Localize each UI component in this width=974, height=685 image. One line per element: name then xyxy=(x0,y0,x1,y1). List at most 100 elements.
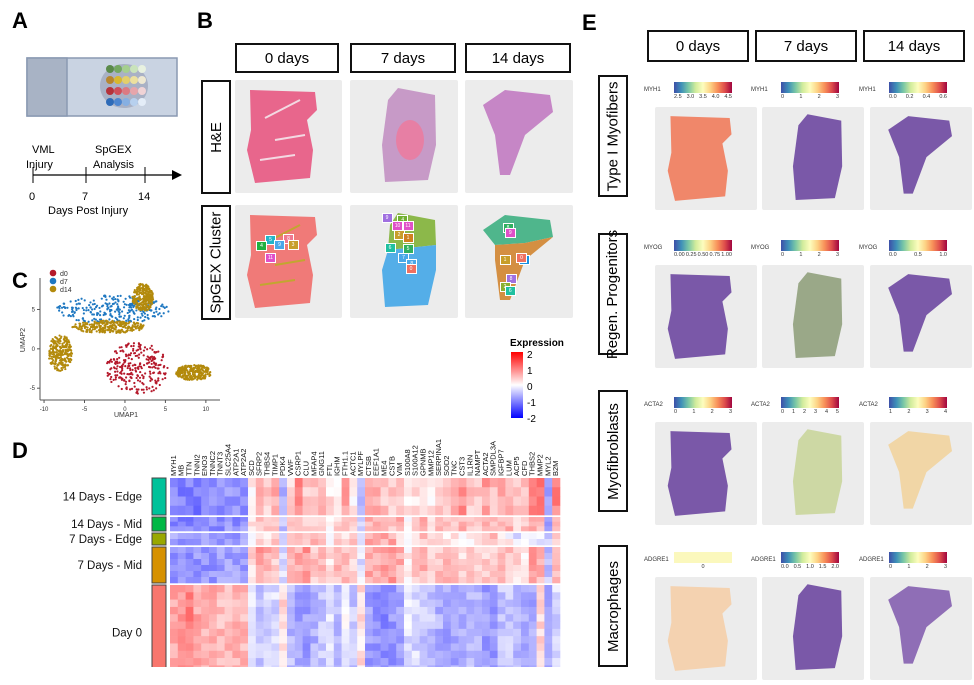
heatmap-cell xyxy=(333,547,342,554)
heatmap-cell xyxy=(255,487,264,497)
heatmap-cell xyxy=(513,665,522,667)
heatmap-cell xyxy=(216,628,225,637)
heatmap-cell xyxy=(216,636,225,644)
heatmap-cell xyxy=(497,565,506,572)
heatmap-cell xyxy=(497,592,506,600)
umap-point xyxy=(157,372,160,375)
heatmap-cell xyxy=(536,571,545,578)
umap-point xyxy=(79,328,82,331)
umap-point xyxy=(187,377,190,380)
heatmap-cell xyxy=(513,643,522,652)
umap-point xyxy=(141,320,144,323)
umap-point xyxy=(204,366,207,369)
umap-point xyxy=(59,337,62,340)
heatmap-cell xyxy=(435,577,444,584)
heatmap-cell xyxy=(427,547,436,554)
umap-point xyxy=(130,358,133,361)
heatmap-cell xyxy=(302,606,311,615)
umap-point xyxy=(149,379,152,382)
heatmap-cell xyxy=(365,496,374,507)
umap-point xyxy=(75,303,78,306)
heatmap-cell xyxy=(474,592,483,600)
heatmap-cell xyxy=(552,650,561,659)
heatmap-cell xyxy=(396,559,405,566)
heatmap-cell xyxy=(489,496,498,507)
umap-point xyxy=(77,302,80,305)
heatmap-cell xyxy=(357,559,366,566)
heatmap-cell xyxy=(302,636,311,644)
umap-point xyxy=(57,363,60,366)
heatmap-cell xyxy=(318,496,327,507)
heatmap-cell xyxy=(193,621,202,630)
umap-series-d0 xyxy=(106,342,169,395)
umap-point xyxy=(110,380,113,384)
heatmap-cell xyxy=(528,585,537,593)
umap-point xyxy=(116,322,119,325)
heatmap-cell xyxy=(372,585,381,593)
umap-point xyxy=(123,314,126,317)
heatmap-cell xyxy=(302,650,311,659)
heatmap-cell xyxy=(380,599,389,608)
heatmap-cell xyxy=(357,621,366,630)
heatmap-cell xyxy=(466,517,475,522)
umap-point xyxy=(118,320,121,323)
heatmap-cell xyxy=(528,614,537,622)
heatmap-cell xyxy=(411,614,420,622)
heatmap-cell xyxy=(489,665,498,667)
heatmap-gene-label: S100A12 xyxy=(411,445,420,476)
umap-point xyxy=(115,351,118,355)
umap-point xyxy=(98,306,101,310)
heatmap-cell xyxy=(216,565,225,572)
umap-point xyxy=(124,359,127,362)
umap-point xyxy=(129,352,133,355)
heatmap-cell xyxy=(521,505,530,516)
b-column-header-0days: 0 days xyxy=(235,43,339,73)
heatmap-cell xyxy=(310,565,319,572)
heatmap-cell xyxy=(489,565,498,572)
e-colorbar-tick: 3 xyxy=(835,252,839,258)
heatmap-cell xyxy=(466,606,475,615)
heatmap-cell xyxy=(552,665,561,667)
heatmap-cell xyxy=(365,571,374,578)
heatmap-cell xyxy=(294,614,303,622)
e-gene-label: MYOG xyxy=(644,245,663,251)
heatmap-cell xyxy=(185,650,194,659)
heatmap-cell xyxy=(411,643,420,652)
heatmap-cell xyxy=(255,496,264,507)
heatmap-cell xyxy=(185,636,194,644)
umap-point xyxy=(209,371,212,374)
umap-point xyxy=(114,362,117,365)
heatmap-cell xyxy=(513,621,522,630)
heatmap-cell xyxy=(474,521,483,527)
heatmap-cell xyxy=(318,547,327,554)
heatmap-cell xyxy=(388,621,397,630)
heatmap-cell xyxy=(349,496,358,507)
heatmap-cell xyxy=(279,636,288,644)
heatmap-cell xyxy=(497,539,506,546)
heatmap-cell xyxy=(544,606,553,615)
heatmap-cell xyxy=(216,621,225,630)
heatmap-cell xyxy=(404,553,413,560)
heatmap-cell xyxy=(450,628,459,637)
umap-point xyxy=(187,374,190,377)
heatmap-cell xyxy=(521,571,530,578)
heatmap-cell xyxy=(287,547,296,554)
umap-point xyxy=(108,331,112,334)
heatmap-cell xyxy=(310,592,319,600)
umap-point xyxy=(81,321,85,324)
umap-point xyxy=(150,294,153,297)
umap-point xyxy=(106,308,109,311)
heatmap-cell xyxy=(427,526,436,532)
heatmap-cell xyxy=(489,585,498,593)
heatmap-cell xyxy=(209,533,218,540)
heatmap-cell xyxy=(552,565,561,572)
e-row-header: Regen. Progenitors xyxy=(598,229,628,359)
heatmap-cell xyxy=(458,599,467,608)
umap-point xyxy=(139,348,142,351)
heatmap-cell xyxy=(474,665,483,667)
umap-point xyxy=(142,388,145,391)
heatmap-cell xyxy=(349,478,358,488)
heatmap-cell xyxy=(482,533,491,540)
umap-point xyxy=(206,373,209,376)
umap-point xyxy=(135,325,139,328)
